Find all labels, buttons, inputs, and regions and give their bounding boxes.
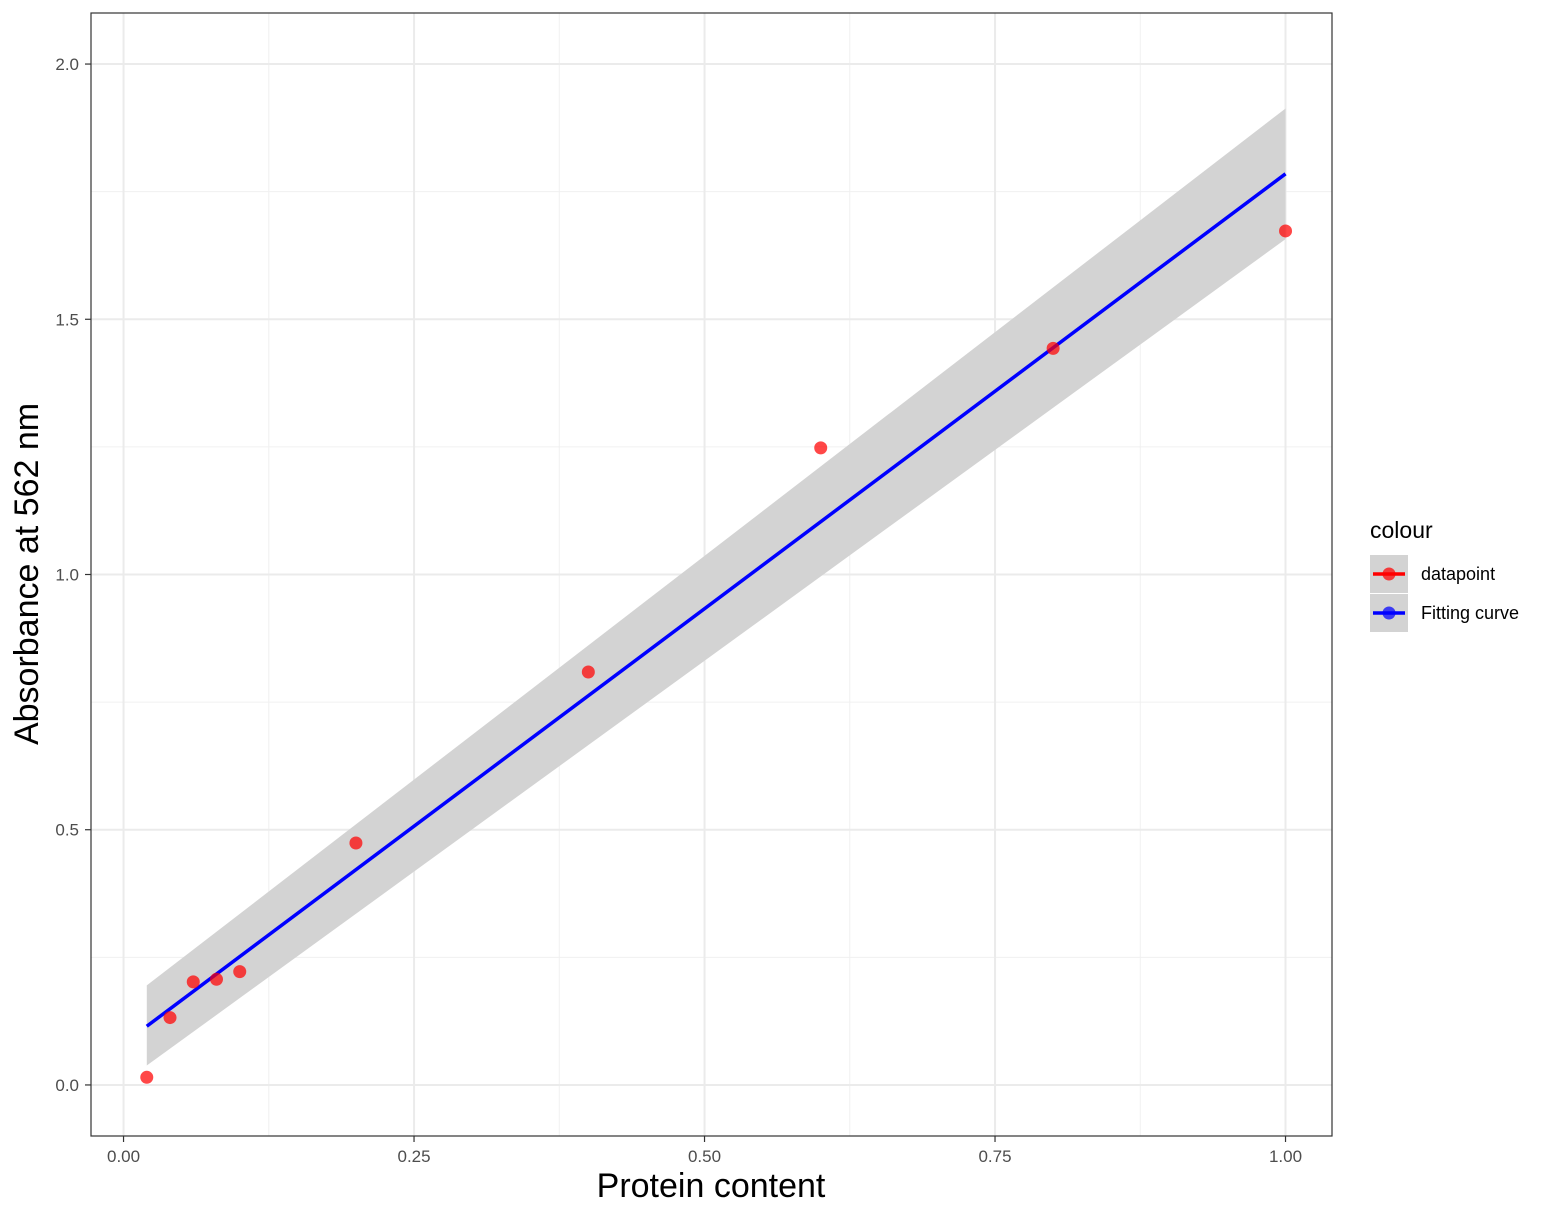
data-point: [209, 972, 223, 986]
data-point: [1046, 341, 1060, 355]
x-axis: 0.00 0.25 0.50 0.75 1.00: [107, 1136, 1302, 1166]
data-point: [186, 975, 200, 989]
data-point: [1279, 224, 1293, 238]
confidence-band-layer: [146, 108, 1286, 1066]
legend-key-point: [1382, 567, 1396, 581]
data-point: [814, 441, 828, 455]
y-tick-label: 1.0: [55, 566, 79, 585]
fitting-curve-line: [145, 172, 1287, 1028]
legend-key-point: [1382, 606, 1396, 620]
legend-label: datapoint: [1421, 564, 1495, 584]
confidence-band: [146, 108, 1286, 1066]
y-tick-label: 0.0: [55, 1076, 79, 1095]
data-point: [140, 1070, 154, 1084]
data-point-layer: [140, 224, 1293, 1084]
x-tick-label: 1.00: [1269, 1147, 1302, 1166]
y-axis: 0.0 0.5 1.0 1.5 2.0: [55, 55, 91, 1095]
data-point: [349, 836, 363, 850]
y-tick-label: 2.0: [55, 55, 79, 74]
x-tick-label: 0.75: [978, 1147, 1011, 1166]
legend-title: colour: [1370, 517, 1433, 543]
data-point: [581, 665, 595, 679]
legend-label: Fitting curve: [1421, 603, 1519, 623]
legend-entries: datapoint Fitting curve: [1370, 555, 1519, 632]
y-tick-label: 1.5: [55, 310, 79, 329]
data-point: [163, 1011, 177, 1025]
fit-line-layer: [145, 172, 1287, 1028]
y-axis-title: Absorbance at 562 nm: [8, 403, 46, 745]
legend: colour datapoint Fitting curve: [1370, 517, 1519, 632]
x-tick-label: 0.50: [688, 1147, 721, 1166]
data-point: [233, 965, 247, 979]
y-tick-label: 0.5: [55, 821, 79, 840]
x-tick-label: 0.25: [397, 1147, 430, 1166]
x-axis-title: Protein content: [597, 1167, 826, 1205]
x-tick-label: 0.00: [107, 1147, 140, 1166]
